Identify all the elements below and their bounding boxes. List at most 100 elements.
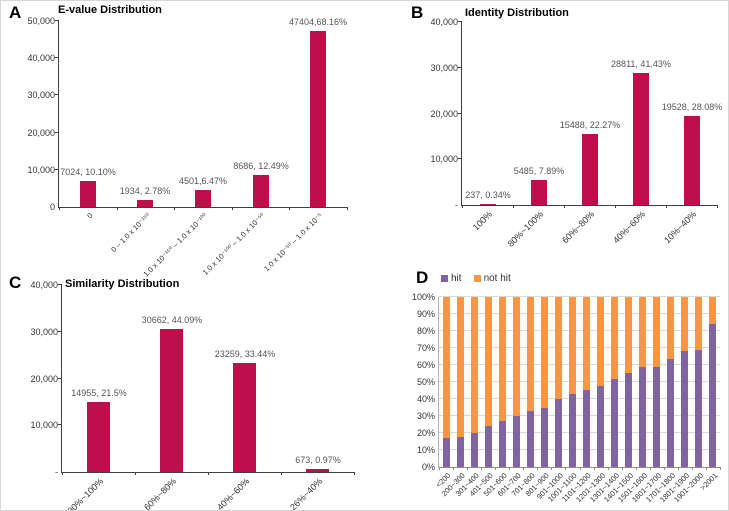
x-tick	[706, 467, 707, 470]
x-tick	[608, 467, 609, 470]
y-axis-tick-label: 40,000	[27, 53, 55, 63]
x-tick	[594, 467, 595, 470]
hit-swatch-icon	[441, 275, 448, 282]
y-tick	[458, 158, 462, 159]
not-hit-bar	[527, 297, 534, 411]
y-axis-tick-label: 10,000	[430, 154, 458, 164]
not-hit-bar	[513, 297, 520, 416]
y-tick	[458, 67, 462, 68]
x-tick	[513, 205, 514, 208]
data-label: 47404,68.16%	[288, 17, 348, 27]
x-tick	[666, 205, 667, 208]
bar	[80, 181, 96, 207]
y-tick	[58, 424, 62, 425]
data-label: 8686, 12.49%	[233, 161, 289, 171]
panel-b-letter: B	[411, 3, 424, 22]
bar	[195, 190, 211, 207]
legend: hit not hit	[441, 273, 511, 284]
data-label: 15488, 22.27%	[559, 120, 621, 130]
hit-bar	[527, 411, 534, 467]
x-tick	[523, 467, 524, 470]
panel-a-letter: A	[9, 3, 22, 22]
hit-bar	[513, 416, 520, 467]
not-hit-bar	[443, 297, 450, 438]
hit-legend-label: hit	[451, 273, 462, 284]
panel-c: C Similarity Distribution - 10,000 20,000 3…	[1, 257, 401, 511]
y-axis-tick-label: 10,000	[27, 165, 55, 175]
not-hit-bar	[709, 297, 716, 324]
y-tick	[458, 21, 462, 22]
y-axis-tick-label: 30,000	[430, 63, 458, 73]
not-hit-bar	[541, 297, 548, 408]
gridline	[439, 330, 720, 331]
x-axis-tick-label-text: 0	[84, 211, 95, 221]
x-tick	[551, 467, 552, 470]
panel-b: B Identity Distribution - 10,000 20,000 30,…	[401, 1, 728, 257]
x-tick	[720, 467, 721, 470]
y-axis-tick-label: 40%	[416, 394, 435, 404]
y-tick	[55, 20, 59, 21]
bar	[480, 204, 496, 205]
not-hit-bar	[597, 297, 604, 386]
not-hit-bar	[485, 297, 492, 426]
y-tick	[58, 378, 62, 379]
hit-bar	[555, 399, 562, 467]
bar	[582, 134, 598, 205]
gridline	[439, 398, 720, 399]
data-label: 23259, 33.44%	[214, 349, 276, 359]
x-tick	[678, 467, 679, 470]
x-tick	[481, 467, 482, 470]
bar	[684, 116, 700, 205]
bar	[306, 469, 329, 472]
hit-bar	[443, 438, 450, 467]
x-axis-tick-label-text: 26%~40%	[288, 476, 325, 511]
x-axis-tick-label-text: 0 – 1.0 x 10⁻¹⁵⁰	[108, 211, 152, 254]
not-hit-bar	[667, 297, 674, 359]
y-axis-tick-label: 0%	[421, 462, 435, 472]
gridline	[439, 432, 720, 433]
data-label: 30662, 44.09%	[141, 315, 203, 325]
panel-d-letter: D	[416, 268, 429, 287]
x-tick	[59, 207, 60, 210]
x-axis-tick-label-text: 100%	[471, 209, 495, 233]
gridline	[439, 347, 720, 348]
hit-bar	[611, 379, 618, 467]
hit-bar	[457, 437, 464, 467]
x-axis-tick-label-text: 40%~60%	[215, 476, 252, 511]
not-hit-bar	[499, 297, 506, 421]
x-tick	[636, 467, 637, 470]
panel-d: D hit not hit 0% 10% 20% 30% 40% 50% 60% 70% 80%…	[405, 257, 728, 510]
panel-c-title: Similarity Distribution	[65, 278, 180, 290]
y-axis-tick-label: 60%	[416, 360, 435, 370]
y-axis-tick-label: 70%	[416, 343, 435, 353]
x-tick	[565, 467, 566, 470]
x-tick	[580, 467, 581, 470]
hit-bar	[485, 426, 492, 467]
x-tick	[281, 472, 282, 475]
x-tick	[615, 205, 616, 208]
x-tick	[622, 467, 623, 470]
y-axis-tick-label: 20,000	[430, 109, 458, 119]
data-label: 7024, 10.10%	[60, 167, 116, 177]
x-tick	[208, 472, 209, 475]
y-tick	[55, 169, 59, 170]
y-axis-tick-label: 30%	[416, 411, 435, 421]
x-tick	[354, 472, 355, 475]
x-axis-tick-label-text: 60%~80%	[560, 209, 597, 246]
x-tick	[650, 467, 651, 470]
panel-c-letter: C	[9, 273, 22, 292]
bar	[137, 200, 153, 207]
x-tick	[135, 472, 136, 475]
x-tick	[117, 207, 118, 210]
data-label: 28811, 41.43%	[611, 59, 671, 69]
hit-bar	[639, 367, 646, 467]
y-axis-tick-label: 20,000	[30, 374, 58, 384]
not-hit-bar	[695, 297, 702, 350]
data-label: 237, 0.34%	[465, 190, 511, 200]
hit-bar	[667, 359, 674, 467]
not-hit-bar	[569, 297, 576, 394]
bar	[531, 180, 547, 205]
bar	[233, 363, 256, 472]
y-tick	[55, 94, 59, 95]
